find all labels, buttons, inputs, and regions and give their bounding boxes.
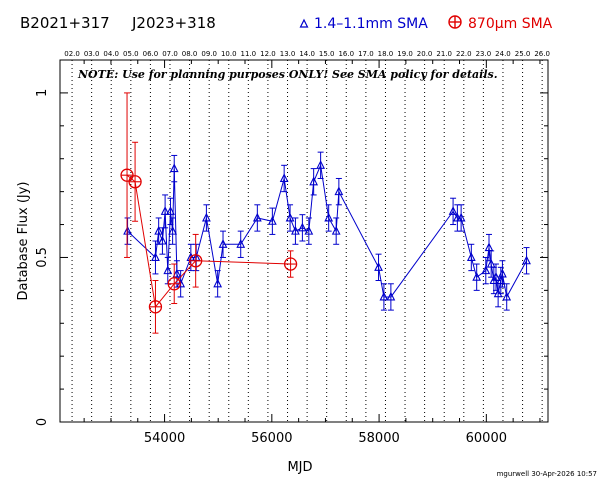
data-point — [279, 173, 289, 183]
series-line — [126, 174, 291, 308]
y-tick-label: 0.5 — [35, 247, 50, 268]
plot-frame — [59, 59, 549, 423]
top-axis-label: 17.0 — [358, 50, 374, 58]
x-tick-label: 56000 — [251, 431, 292, 446]
legend-blue-label: 1.4–1.1mm SMA — [314, 16, 428, 32]
x-tick-labels: 54000 56000 58000 60000 — [144, 431, 507, 446]
top-axis-label: 16.0 — [338, 50, 354, 58]
y-tick-label: 0 — [35, 418, 50, 426]
data-point — [163, 265, 173, 275]
data-point — [386, 291, 396, 301]
y-axis-label: Database Flux (Jy) — [16, 182, 31, 301]
triangle-marker-icon — [299, 18, 309, 28]
data-point — [172, 268, 182, 278]
data-point — [154, 225, 164, 235]
x-tick-label: 60000 — [466, 431, 507, 446]
top-axis-label: 23.0 — [476, 50, 492, 58]
top-axis-label: 25.0 — [515, 50, 531, 58]
data-point — [158, 235, 167, 245]
top-axis-label: 21.0 — [436, 50, 452, 58]
data-point — [236, 239, 246, 248]
top-axis-label: 22.0 — [456, 50, 472, 58]
data-point — [304, 225, 314, 235]
data-point — [481, 265, 491, 275]
data-point — [316, 160, 326, 169]
top-axis-label: 26.0 — [534, 50, 550, 58]
top-axis-label: 10.0 — [221, 50, 237, 58]
data-point — [291, 225, 300, 235]
x-tick-label: 58000 — [358, 431, 399, 446]
planning-note: NOTE: Use for planning purposes ONLY! Se… — [77, 68, 498, 81]
data-point — [285, 212, 295, 222]
data-point — [472, 271, 482, 281]
data-point — [166, 206, 175, 215]
data-point — [334, 186, 344, 196]
data-point — [218, 239, 228, 248]
data-point — [309, 176, 319, 186]
top-axis-label: 06.0 — [143, 50, 159, 58]
legend-red: 870μm SMA — [448, 15, 553, 32]
top-axis-label: 03.0 — [84, 50, 100, 58]
footer-credit: mgurwell 30-Apr-2026 10:57 — [497, 470, 597, 478]
top-axis-label: 04.0 — [103, 50, 119, 58]
data-point — [252, 212, 262, 222]
data-point — [522, 255, 531, 265]
data-point — [374, 262, 383, 271]
data-point — [498, 268, 507, 278]
top-axis-label: 09.0 — [201, 50, 217, 58]
alt-name: J2023+318 — [131, 14, 216, 32]
data-point — [168, 225, 178, 235]
data-point — [331, 225, 341, 235]
data-point — [123, 225, 132, 235]
data-point — [298, 222, 307, 232]
top-axis-label: 11.0 — [241, 50, 257, 58]
data-point — [324, 212, 334, 222]
series-red — [120, 92, 298, 334]
top-axis-label: 08.0 — [182, 50, 198, 58]
data-point — [448, 206, 458, 215]
top-axis-label: 12.0 — [260, 50, 276, 58]
series-blue — [123, 151, 531, 311]
top-axis-labels: 02.0 03.0 04.0 05.0 06.0 07.0 08.0 09.0 10.0 11.0… — [64, 50, 550, 58]
top-axis-label: 13.0 — [280, 50, 296, 58]
top-axis-label: 19.0 — [397, 50, 413, 58]
axis-ticks — [60, 59, 548, 423]
data-point — [502, 291, 512, 301]
top-axis-label: 05.0 — [123, 50, 139, 58]
year-lines — [71, 60, 543, 422]
legend-blue: 1.4–1.1mm SMA — [299, 16, 428, 32]
top-axis-label: 07.0 — [162, 50, 178, 58]
x-tick-label: 54000 — [144, 431, 185, 446]
data-point — [202, 212, 211, 222]
data-point — [466, 252, 476, 262]
data-point — [213, 278, 223, 288]
source-name: B2021+317 — [20, 14, 110, 32]
top-axis-label: 20.0 — [417, 50, 433, 58]
data-point — [456, 212, 466, 222]
data-point — [160, 206, 170, 215]
data-point — [169, 163, 179, 173]
y-tick-label: 1 — [35, 89, 50, 97]
top-axis-label: 24.0 — [495, 50, 511, 58]
legend-red-label: 870μm SMA — [468, 16, 553, 32]
top-axis-label: 14.0 — [299, 50, 315, 58]
y-tick-labels: 00.51 — [35, 89, 50, 426]
top-axis-label: 18.0 — [378, 50, 394, 58]
data-point — [379, 291, 389, 301]
top-axis-label: 02.0 — [64, 50, 80, 58]
top-axis-label: 15.0 — [319, 50, 335, 58]
data-point — [151, 252, 160, 262]
x-axis-label: MJD — [287, 460, 312, 475]
data-point — [267, 216, 277, 225]
